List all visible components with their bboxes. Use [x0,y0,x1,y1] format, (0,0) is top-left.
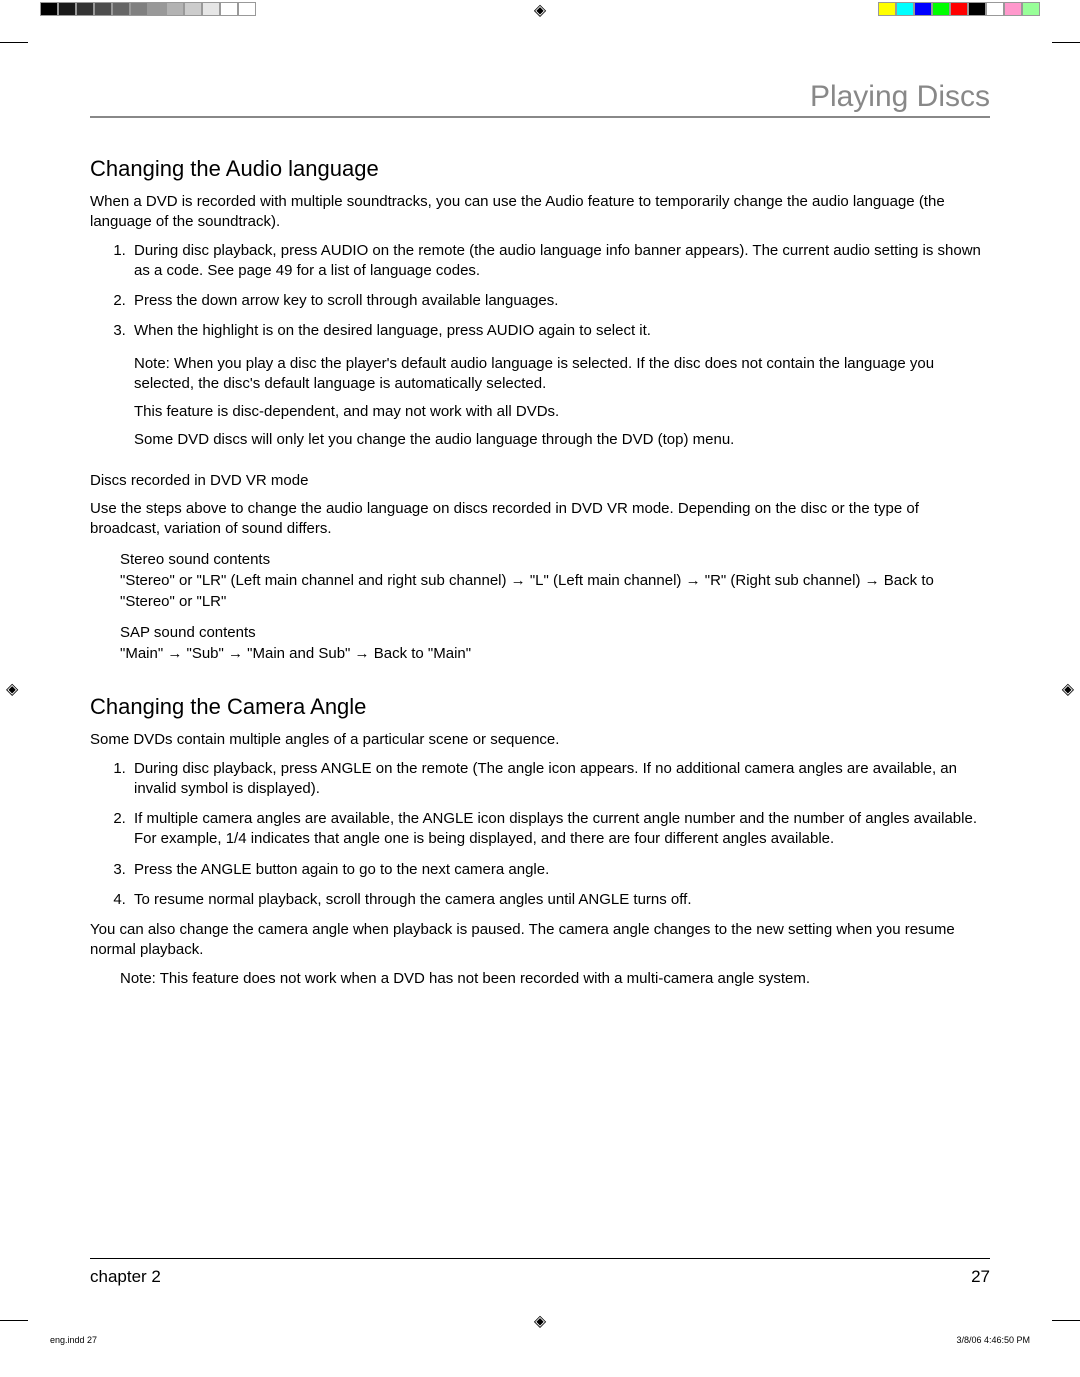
sap-block: SAP sound contents "Main" → "Sub" → "Mai… [120,622,990,664]
sap-sequence: "Main" → "Sub" → "Main and Sub" → Back t… [120,643,990,664]
list-item: During disc playback, press ANGLE on the… [130,759,990,800]
color-strip [878,2,1040,16]
crop-mark [0,1320,28,1321]
print-meta: eng.indd 27 3/8/06 4:46:50 PM [50,1335,1030,1345]
page-number: 27 [971,1267,990,1287]
intro-text: Some DVDs contain multiple angles of a p… [90,730,990,750]
heading-audio-language: Changing the Audio language [90,156,990,182]
list-item: Press the ANGLE button again to go to th… [130,860,990,880]
sap-heading: SAP sound contents [120,622,990,643]
registration-mark-bottom: ◈ [534,1311,546,1331]
grayscale-strip [40,2,256,16]
list-item-text: When the highlight is on the desired lan… [134,322,651,339]
note-text: Note: This feature does not work when a … [120,969,990,989]
list-item: When the highlight is on the desired lan… [130,321,990,450]
crop-mark [1052,1320,1080,1321]
registration-mark-left: ◈ [6,679,18,699]
after-text: You can also change the camera angle whe… [90,920,990,961]
note-text: Note: When you play a disc the player's … [134,354,990,395]
heading-camera-angle: Changing the Camera Angle [90,694,990,720]
registration-mark-top: ◈ [534,0,546,20]
stereo-heading: Stereo sound contents [120,549,990,570]
list-item: Press the down arrow key to scroll throu… [130,291,990,311]
file-name: eng.indd 27 [50,1335,97,1345]
audio-steps: During disc playback, press AUDIO on the… [90,241,990,451]
stereo-sequence: "Stereo" or "LR" (Left main channel and … [120,570,990,612]
page-footer: chapter 2 27 [90,1258,990,1287]
list-item: If multiple camera angles are available,… [130,809,990,850]
crop-mark [0,42,28,43]
vr-body: Use the steps above to change the audio … [90,499,990,540]
list-item: To resume normal playback, scroll throug… [130,890,990,910]
stereo-block: Stereo sound contents "Stereo" or "LR" (… [120,549,990,612]
chapter-label: chapter 2 [90,1267,161,1287]
intro-text: When a DVD is recorded with multiple sou… [90,192,990,233]
vr-heading: Discs recorded in DVD VR mode [90,471,990,491]
section-title: Playing Discs [90,80,990,118]
registration-mark-right: ◈ [1062,679,1074,699]
crop-mark [1052,42,1080,43]
note-text: This feature is disc-dependent, and may … [134,402,990,422]
page-content: Playing Discs Changing the Audio languag… [90,60,990,1287]
note-text: Some DVD discs will only let you change … [134,430,990,450]
angle-steps: During disc playback, press ANGLE on the… [90,759,990,911]
timestamp: 3/8/06 4:46:50 PM [956,1335,1030,1345]
list-item: During disc playback, press AUDIO on the… [130,241,990,282]
